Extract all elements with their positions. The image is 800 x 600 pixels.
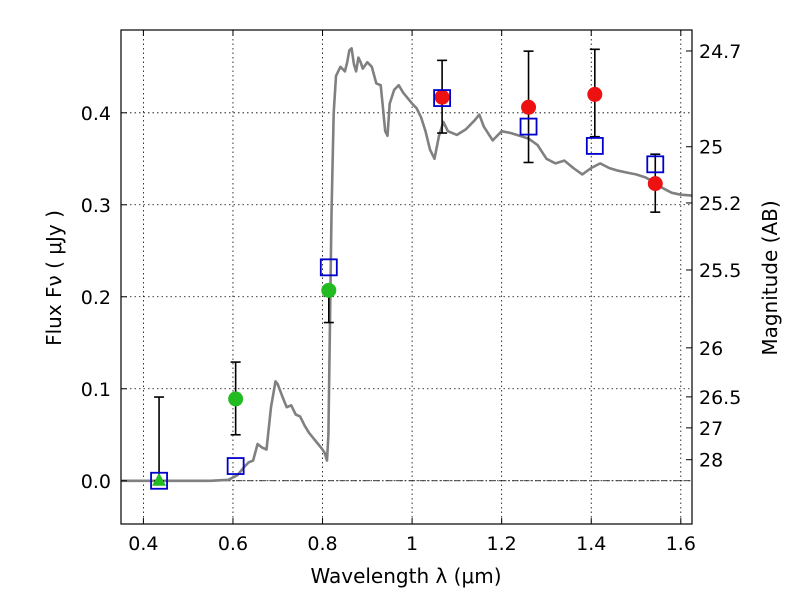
axis-ticks — [121, 30, 692, 524]
magnitude-tick-label: 26 — [699, 338, 723, 360]
y-tick-label: 0.2 — [81, 287, 111, 309]
magnitude-tick-label: 27 — [699, 418, 723, 440]
model-point-square — [519, 117, 538, 136]
plot-frame — [120, 29, 693, 525]
magnitude-tick-label: 26.5 — [699, 387, 741, 409]
tick-labels: 0.4 0.6 0.8 1 1.2 1.4 1.6 0.0 0.1 0.2 0.3 0.4 24.7 25… — [81, 41, 742, 555]
magnitude-tick-label: 28 — [699, 450, 723, 472]
error-bars — [154, 48, 661, 482]
x-axis-label: Wavelength λ (μm) — [310, 564, 501, 588]
magnitude-axis-label: Magnitude (AB) — [758, 200, 782, 355]
model-point-square — [319, 258, 338, 277]
y-tick-label: 0.4 — [81, 103, 111, 125]
data-point-circle — [521, 99, 537, 115]
spectrum-curve — [121, 47, 693, 483]
y-tick-label: 0.3 — [81, 195, 111, 217]
model-point-square — [433, 89, 452, 107]
x-tick-label: 0.8 — [307, 533, 337, 555]
data-point-circle — [321, 282, 337, 298]
magnitude-tick-label: 24.7 — [699, 41, 741, 63]
x-tick-label: 0.6 — [218, 533, 248, 555]
magnitude-tick-label: 25.2 — [699, 193, 741, 215]
model-point-square — [585, 137, 604, 155]
magnitude-tick-label: 25 — [699, 137, 723, 159]
data-point-circle — [228, 391, 244, 407]
x-tick-label: 1.6 — [666, 533, 696, 555]
x-tick-label: 1.4 — [576, 533, 606, 555]
model-spectrum — [121, 47, 693, 483]
grid-lines — [121, 30, 692, 524]
data-point-circle — [647, 176, 663, 192]
x-tick-label: 0.4 — [128, 533, 158, 555]
data-point-circle — [434, 89, 450, 105]
model-point-square — [226, 457, 245, 475]
y-tick-label: 0.1 — [81, 379, 111, 401]
x-tick-label: 1 — [406, 533, 418, 555]
data-point-triangle — [152, 472, 167, 486]
y-axis-label: Flux Fν ( μJy ) — [42, 210, 66, 346]
y-tick-label: 0.0 — [81, 471, 111, 493]
model-point-square — [150, 471, 168, 490]
magnitude-tick-label: 25.5 — [699, 260, 741, 282]
x-tick-label: 1.2 — [487, 533, 517, 555]
model-point-square — [646, 155, 665, 174]
data-point-circle — [587, 86, 603, 102]
photometry-markers — [150, 86, 665, 490]
